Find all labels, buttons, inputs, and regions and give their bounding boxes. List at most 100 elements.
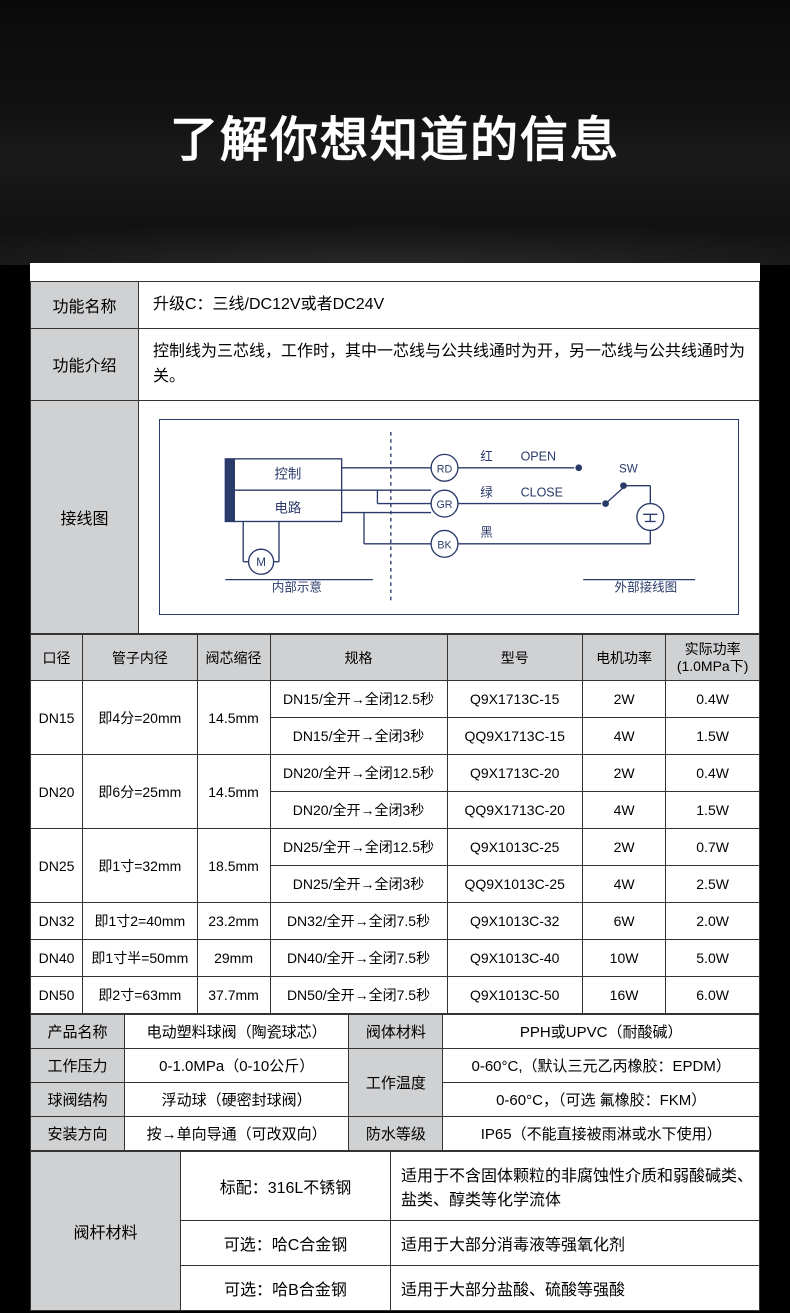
diagram-circuit-label: 电路: [275, 500, 302, 515]
spec-pipe: 即6分=25mm: [83, 755, 198, 829]
spec-mp: 4W: [582, 792, 665, 829]
spec-sheet: 功能名称 升级C：三线/DC12V或者DC24V 功能介绍 控制线为三芯线，工作…: [30, 263, 760, 1311]
spec-rp: 1.5W: [666, 718, 760, 755]
spec-model: QQ9X1013C-25: [447, 866, 582, 903]
attr-header: 产品名称: [31, 1015, 125, 1049]
spec-header: 口径: [31, 634, 83, 681]
spec-pipe: 即1寸半=50mm: [83, 940, 198, 977]
attr-header: 阀体材料: [349, 1015, 443, 1049]
attr-value: 0-60°C，（可选 氟橡胶：FKM）: [443, 1083, 760, 1117]
stem-desc: 适用于大部分盐酸、硫酸等强酸: [391, 1266, 760, 1311]
attr-value: 按→单向导通（可改双向）: [125, 1117, 349, 1151]
diagram-external-label: 外部接线图: [615, 579, 678, 594]
hero-title: 了解你想知道的信息: [0, 0, 790, 170]
table-row: DN40即1寸半=50mm29mmDN40/全开→全闭7.5秒Q9X1013C-…: [31, 940, 760, 977]
spec-model: Q9X1713C-15: [447, 681, 582, 718]
attr-value: 电动塑料球阀（陶瓷球芯）: [125, 1015, 349, 1049]
spec-rp: 0.4W: [666, 755, 760, 792]
attr-header: 防水等级: [349, 1117, 443, 1151]
table-row: DN32即1寸2=40mm23.2mmDN32/全开→全闭7.5秒Q9X1013…: [31, 903, 760, 940]
spec-rp: 2.5W: [666, 866, 760, 903]
wiring-diagram: 控制 电路 M 内部示意 外部接线图: [159, 419, 739, 615]
stem-material: 可选：哈C合金钢: [181, 1221, 391, 1266]
spec-pipe: 即1寸2=40mm: [83, 903, 198, 940]
spec-pipe: 即4分=20mm: [83, 681, 198, 755]
spec-mp: 16W: [582, 977, 665, 1014]
wiring-diagram-cell: 控制 电路 M 内部示意 外部接线图: [139, 400, 760, 633]
spec-mp: 4W: [582, 866, 665, 903]
attr-value: 0-1.0MPa（0-10公斤）: [125, 1049, 349, 1083]
table-row: 安装方向 按→单向导通（可改双向） 防水等级 IP65（不能直接被雨淋或水下使用…: [31, 1117, 760, 1151]
diagram-motor-label: M: [256, 556, 266, 569]
spec-dn: DN15: [31, 681, 83, 755]
spec-dn: DN20: [31, 755, 83, 829]
attr-value: IP65（不能直接被雨淋或水下使用）: [443, 1117, 760, 1151]
attr-header: 工作压力: [31, 1049, 125, 1083]
spec-header-row: 口径 管子内径 阀芯缩径 规格 型号 电机功率 实际功率 (1.0MPa下): [31, 634, 760, 681]
spec-core: 23.2mm: [197, 903, 270, 940]
diagram-gr: GR: [436, 499, 452, 511]
stem-material: 可选：哈B合金钢: [181, 1266, 391, 1311]
spec-rp: 5.0W: [666, 940, 760, 977]
spec-mp: 10W: [582, 940, 665, 977]
spec-spec: DN50/全开→全闭7.5秒: [270, 977, 447, 1014]
table-row: DN50即2寸=63mm37.7mmDN50/全开→全闭7.5秒Q9X1013C…: [31, 977, 760, 1014]
spec-spec: DN15/全开→全闭3秒: [270, 718, 447, 755]
diagram-black: 黑: [480, 525, 493, 539]
info-row-desc: 功能介绍 控制线为三芯线，工作时，其中一芯线与公共线通时为开，另一芯线与公共线通…: [31, 328, 760, 400]
spec-mp: 2W: [582, 829, 665, 866]
spec-spec: DN20/全开→全闭12.5秒: [270, 755, 447, 792]
diagram-control-label: 控制: [275, 466, 302, 481]
spec-model: Q9X1013C-25: [447, 829, 582, 866]
spec-core: 37.7mm: [197, 977, 270, 1014]
spec-dn: DN25: [31, 829, 83, 903]
info-row-diagram: 接线图 控制 电路 M: [31, 400, 760, 633]
attr-header: 工作温度: [349, 1049, 443, 1117]
stem-table: 阀杆材料 标配：316L不锈钢 适用于不含固体颗粒的非腐蚀性介质和弱酸碱类、盐类…: [30, 1151, 760, 1311]
table-row: 产品名称 电动塑料球阀（陶瓷球芯） 阀体材料 PPH或UPVC（耐酸碱）: [31, 1015, 760, 1049]
attr-value: 浮动球（硬密封球阀）: [125, 1083, 349, 1117]
diagram-bk: BK: [437, 539, 452, 551]
spec-model: QQ9X1713C-20: [447, 792, 582, 829]
spec-pipe: 即2寸=63mm: [83, 977, 198, 1014]
spec-dn: DN32: [31, 903, 83, 940]
spec-header: 型号: [447, 634, 582, 681]
spec-model: QQ9X1713C-15: [447, 718, 582, 755]
spec-spec: DN40/全开→全闭7.5秒: [270, 940, 447, 977]
spec-model: Q9X1713C-20: [447, 755, 582, 792]
spec-spec: DN15/全开→全闭12.5秒: [270, 681, 447, 718]
spec-pipe: 即1寸=32mm: [83, 829, 198, 903]
diagram-green: 绿: [480, 485, 493, 499]
spec-header: 阀芯缩径: [197, 634, 270, 681]
spec-mp: 6W: [582, 903, 665, 940]
spec-header: 电机功率: [582, 634, 665, 681]
spec-core: 29mm: [197, 940, 270, 977]
table-row: DN25即1寸=32mm18.5mmDN25/全开→全闭12.5秒Q9X1013…: [31, 829, 760, 866]
table-row: 阀杆材料 标配：316L不锈钢 适用于不含固体颗粒的非腐蚀性介质和弱酸碱类、盐类…: [31, 1152, 760, 1221]
info-table: 功能名称 升级C：三线/DC12V或者DC24V 功能介绍 控制线为三芯线，工作…: [30, 281, 760, 634]
hero-banner: 了解你想知道的信息: [0, 0, 790, 265]
spec-rp: 1.5W: [666, 792, 760, 829]
spec-rp: 2.0W: [666, 903, 760, 940]
spec-core: 14.5mm: [197, 755, 270, 829]
info-label: 接线图: [31, 400, 139, 633]
spec-header: 实际功率 (1.0MPa下): [666, 634, 760, 681]
stem-material: 标配：316L不锈钢: [181, 1152, 391, 1221]
info-label: 功能名称: [31, 282, 139, 329]
spec-spec: DN25/全开→全闭3秒: [270, 866, 447, 903]
diagram-close: CLOSE: [521, 485, 563, 499]
diagram-internal-label: 内部示意: [272, 579, 322, 594]
spec-core: 14.5mm: [197, 681, 270, 755]
spec-header: 管子内径: [83, 634, 198, 681]
info-row-name: 功能名称 升级C：三线/DC12V或者DC24V: [31, 282, 760, 329]
spec-model: Q9X1013C-40: [447, 940, 582, 977]
spec-rp: 6.0W: [666, 977, 760, 1014]
attr-value: 0-60°C,（默认三元乙丙橡胶：EPDM）: [443, 1049, 760, 1083]
table-row: 工作压力 0-1.0MPa（0-10公斤） 工作温度 0-60°C,（默认三元乙…: [31, 1049, 760, 1083]
spec-mp: 2W: [582, 681, 665, 718]
spec-mp: 2W: [582, 755, 665, 792]
diagram-open: OPEN: [521, 449, 556, 463]
attr-value: PPH或UPVC（耐酸碱）: [443, 1015, 760, 1049]
info-label: 功能介绍: [31, 328, 139, 400]
diagram-sw: SW: [619, 462, 638, 475]
